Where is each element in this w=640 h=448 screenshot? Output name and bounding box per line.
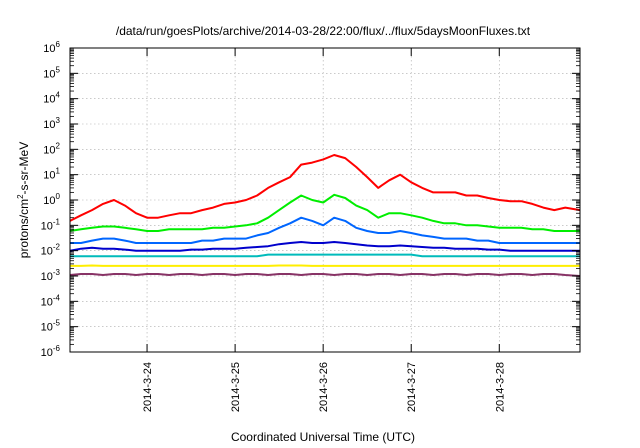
y-tick-label: 101 bbox=[43, 167, 60, 182]
series-line-5 bbox=[70, 253, 580, 258]
y-tick-label: 10-3 bbox=[41, 268, 61, 283]
y-tick-label: 10-4 bbox=[41, 293, 61, 308]
x-tick-label: 2014-3-26 bbox=[318, 362, 330, 412]
y-tick-label: 103 bbox=[43, 116, 60, 131]
series-line-3 bbox=[70, 216, 580, 244]
x-tick-label: 2014-3-27 bbox=[406, 362, 418, 412]
x-tick-label: 2014-3-24 bbox=[142, 362, 154, 412]
y-tick-label: 105 bbox=[43, 65, 60, 80]
x-tick-label: 2014-3-25 bbox=[230, 362, 242, 412]
y-tick-label: 10-1 bbox=[41, 217, 61, 232]
x-tick-label: 2014-3-28 bbox=[494, 362, 506, 412]
y-tick-label: 100 bbox=[43, 192, 60, 207]
y-axis-label: protons/cm2-s-sr-MeV bbox=[16, 142, 31, 258]
y-tick-label: 10-2 bbox=[41, 243, 61, 258]
y-tick-label: 104 bbox=[43, 91, 60, 106]
series-line-1 bbox=[69, 154, 581, 222]
y-tick-label: 10-6 bbox=[41, 344, 61, 359]
series-line-2 bbox=[69, 193, 580, 232]
x-axis-label: Coordinated Universal Time (UTC) bbox=[231, 430, 415, 444]
y-tick-label: 10-5 bbox=[41, 319, 61, 334]
x-axis: 2014-3-24 2014-3-25 2014-3-26 2014-3-27 2014… bbox=[142, 48, 506, 412]
y-tick-label: 102 bbox=[43, 141, 60, 156]
series-group bbox=[69, 154, 581, 277]
series-line-7 bbox=[69, 273, 581, 277]
series-line-4 bbox=[69, 241, 580, 252]
y-tick-label: 106 bbox=[43, 40, 60, 55]
y-axis: 10-6 10-5 10-4 10-3 10-2 10-1 100 101 102 103 104 1… bbox=[41, 40, 580, 359]
chart-title: /data/run/goesPlots/archive/2014-03-28/2… bbox=[116, 24, 531, 38]
